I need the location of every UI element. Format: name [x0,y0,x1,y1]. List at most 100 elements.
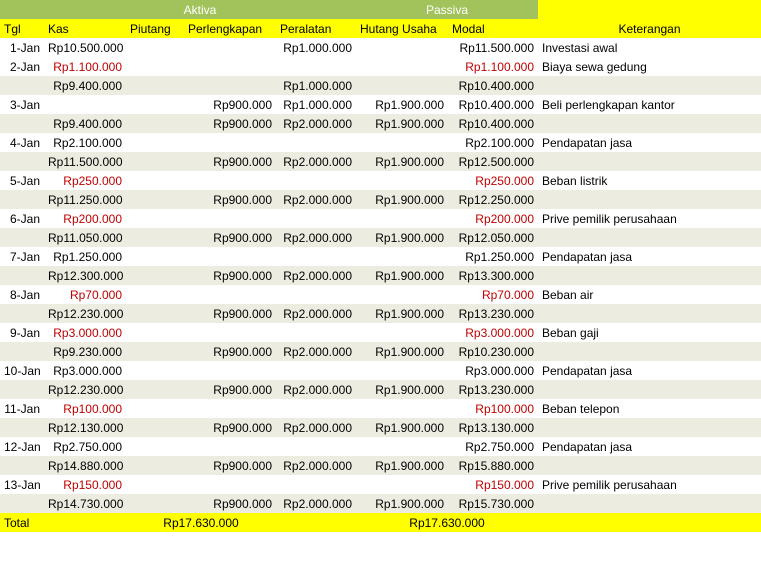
cell-keterangan: Beban listrik [538,171,761,190]
cell-peralatan [276,209,356,228]
cell-modal: Rp12.500.000 [448,152,538,171]
cell-peralatan: Rp2.000.000 [276,418,356,437]
cell-perlengkapan: Rp900.000 [184,114,276,133]
accounting-table: Aktiva Passiva Tgl Kas Piutang Perlengka… [0,0,761,532]
cell-keterangan: Pendapatan jasa [538,437,761,456]
cell-perlengkapan: Rp900.000 [184,304,276,323]
cell-kas: Rp12.300.000 [44,266,126,285]
cell-piutang [126,133,184,152]
cell-tgl [0,266,44,285]
group-passiva: Passiva [356,0,538,19]
cell-keterangan: Beli perlengkapan kantor [538,95,761,114]
cell-piutang [126,152,184,171]
cell-perlengkapan [184,57,276,76]
cell-modal: Rp70.000 [448,285,538,304]
col-peralatan: Peralatan [276,19,356,38]
cell-perlengkapan: Rp900.000 [184,418,276,437]
cell-perlengkapan [184,399,276,418]
cell-peralatan [276,475,356,494]
cell-hutang: Rp1.900.000 [356,380,448,399]
cell-keterangan: Beban telepon [538,399,761,418]
cell-peralatan: Rp2.000.000 [276,380,356,399]
cell-hutang: Rp1.900.000 [356,190,448,209]
cell-perlengkapan [184,361,276,380]
cell-keterangan [538,380,761,399]
cell-hutang [356,57,448,76]
cell-hutang [356,285,448,304]
cell-perlengkapan [184,76,276,95]
cell-hutang: Rp1.900.000 [356,152,448,171]
cell-modal: Rp200.000 [448,209,538,228]
total-label: Total [0,513,44,532]
cell-keterangan: Prive pemilik perusahaan [538,475,761,494]
cell-kas: Rp11.250.000 [44,190,126,209]
table-row: Rp9.400.000Rp900.000Rp2.000.000Rp1.900.0… [0,114,761,133]
cell-tgl [0,76,44,95]
cell-kas: Rp1.100.000 [44,57,126,76]
cell-hutang [356,399,448,418]
table-row: 11‑JanRp100.000Rp100.000Beban telepon [0,399,761,418]
cell-piutang [126,304,184,323]
table-row: Rp9.400.000Rp1.000.000Rp10.400.000 [0,76,761,95]
cell-hutang: Rp1.900.000 [356,494,448,513]
cell-piutang [126,114,184,133]
cell-tgl: 8‑Jan [0,285,44,304]
cell-peralatan [276,133,356,152]
column-header-row: Tgl Kas Piutang Perlengkapan Peralatan H… [0,19,761,38]
cell-perlengkapan: Rp900.000 [184,228,276,247]
table-row: 6‑JanRp200.000Rp200.000Prive pemilik per… [0,209,761,228]
cell-keterangan [538,228,761,247]
cell-peralatan [276,437,356,456]
cell-hutang [356,437,448,456]
cell-keterangan [538,494,761,513]
cell-kas: Rp12.130.000 [44,418,126,437]
cell-hutang: Rp1.900.000 [356,114,448,133]
cell-kas: Rp70.000 [44,285,126,304]
cell-hutang: Rp1.900.000 [356,456,448,475]
cell-keterangan [538,304,761,323]
cell-kas: Rp3.000.000 [44,361,126,380]
cell-perlengkapan [184,133,276,152]
cell-hutang [356,247,448,266]
cell-kas: Rp150.000 [44,475,126,494]
cell-piutang [126,342,184,361]
cell-tgl [0,418,44,437]
table-row: 1‑JanRp10.500.000Rp1.000.000Rp11.500.000… [0,38,761,57]
cell-modal: Rp13.230.000 [448,304,538,323]
cell-peralatan: Rp2.000.000 [276,228,356,247]
table-row: 12‑JanRp2.750.000Rp2.750.000Pendapatan j… [0,437,761,456]
cell-modal: Rp1.100.000 [448,57,538,76]
cell-modal: Rp250.000 [448,171,538,190]
cell-keterangan: Investasi awal [538,38,761,57]
cell-keterangan [538,418,761,437]
cell-peralatan [276,247,356,266]
group-aktiva: Aktiva [44,0,356,19]
cell-hutang [356,76,448,95]
cell-keterangan: Beban gaji [538,323,761,342]
cell-piutang [126,209,184,228]
cell-keterangan [538,456,761,475]
cell-tgl: 4‑Jan [0,133,44,152]
cell-perlengkapan [184,247,276,266]
table-row: Rp12.130.000Rp900.000Rp2.000.000Rp1.900.… [0,418,761,437]
cell-perlengkapan: Rp900.000 [184,95,276,114]
cell-piutang [126,323,184,342]
cell-hutang [356,38,448,57]
cell-peralatan [276,57,356,76]
cell-peralatan: Rp1.000.000 [276,38,356,57]
cell-hutang [356,475,448,494]
cell-tgl: 6‑Jan [0,209,44,228]
cell-keterangan [538,76,761,95]
col-modal: Modal [448,19,538,38]
table-row: 2‑JanRp1.100.000Rp1.100.000Biaya sewa ge… [0,57,761,76]
cell-peralatan: Rp2.000.000 [276,494,356,513]
cell-kas: Rp12.230.000 [44,304,126,323]
total-kas [44,513,126,532]
cell-piutang [126,266,184,285]
table-row: 13‑JanRp150.000Rp150.000Prive pemilik pe… [0,475,761,494]
cell-hutang [356,209,448,228]
cell-keterangan: Pendapatan jasa [538,133,761,152]
table-row: 7‑JanRp1.250.000Rp1.250.000Pendapatan ja… [0,247,761,266]
group-blank [0,0,44,19]
cell-perlengkapan: Rp900.000 [184,494,276,513]
